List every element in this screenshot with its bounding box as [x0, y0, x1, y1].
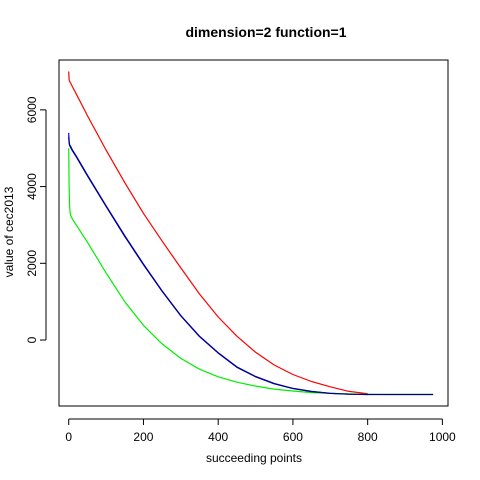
y-axis-label: value of cec2013 [2, 186, 16, 277]
y-tick-label: 6000 [25, 96, 39, 123]
plot-frame [58, 59, 449, 407]
y-tick-label: 4000 [25, 173, 39, 200]
y-axis: 0 2000 4000 6000 [25, 96, 47, 343]
x-tick-label: 1000 [429, 430, 456, 444]
y-tick-label: 2000 [25, 250, 39, 277]
series-line-blue [68, 132, 368, 396]
x-axis-label: succeeding points [206, 451, 302, 465]
x-tick-label: 600 [283, 430, 303, 444]
y-tick-label: 0 [25, 336, 39, 343]
x-tick-label: 0 [65, 430, 72, 444]
series-line-navy [68, 136, 434, 396]
chart-title: dimension=2 function=1 [185, 24, 346, 40]
data-layer [68, 71, 434, 396]
x-axis: 0 200 400 600 800 1000 [65, 418, 456, 444]
series-line-red [68, 71, 368, 395]
x-tick-label: 800 [358, 430, 378, 444]
x-tick-label: 400 [208, 430, 228, 444]
series-line-green [68, 148, 434, 396]
x-tick-label: 200 [133, 430, 153, 444]
